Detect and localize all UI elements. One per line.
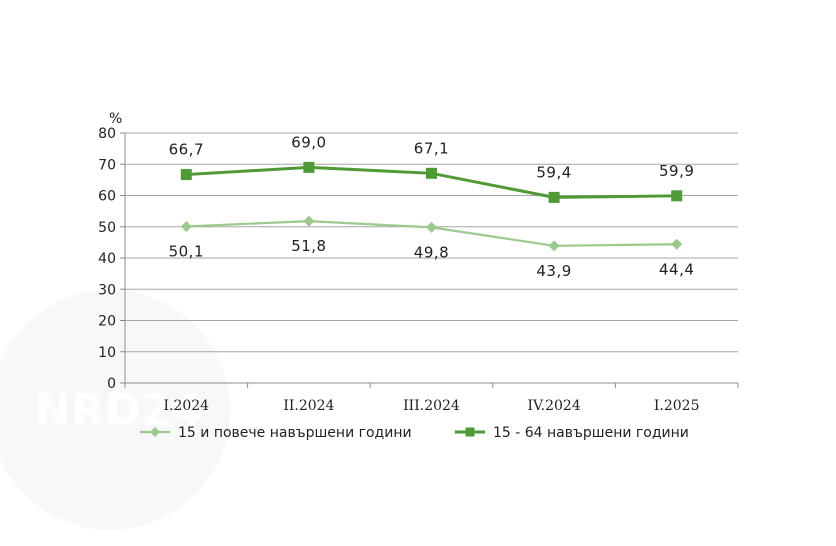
legend-label-1: 15 и повече навършени години xyxy=(178,425,412,441)
data-label: 59,4 xyxy=(536,163,571,181)
data-label: 59,9 xyxy=(659,162,694,180)
data-point-square xyxy=(303,161,315,173)
data-point-square xyxy=(180,169,192,181)
data-label: 50,1 xyxy=(169,242,204,260)
legend-marker-diamond xyxy=(150,427,160,437)
data-point-diamond xyxy=(303,215,315,227)
x-tick-label: III.2024 xyxy=(403,398,460,414)
y-tick-label: 0 xyxy=(107,376,116,392)
data-point-square xyxy=(426,167,437,179)
x-tick-label: II.2024 xyxy=(283,398,334,414)
legend-marker-square xyxy=(465,427,475,437)
y-tick-label: 80 xyxy=(98,126,116,142)
data-point-diamond xyxy=(548,240,560,252)
data-label: 51,8 xyxy=(291,237,326,255)
y-tick-label: 10 xyxy=(98,345,116,361)
data-point-diamond xyxy=(671,238,683,250)
data-point-diamond xyxy=(180,220,192,232)
legend-label-2: 15 - 64 навършени години xyxy=(493,425,689,441)
data-label: 44,4 xyxy=(659,260,694,278)
watermark-circle xyxy=(0,290,230,530)
data-label: 43,9 xyxy=(536,262,571,280)
y-tick-label: 70 xyxy=(98,157,116,173)
x-tick-label: I.2024 xyxy=(163,398,209,414)
data-point-square xyxy=(548,191,560,203)
data-label: 66,7 xyxy=(169,141,204,159)
y-unit-label: % xyxy=(109,111,122,127)
y-tick-label: 20 xyxy=(98,314,116,330)
data-point-diamond xyxy=(426,221,437,233)
x-tick-label: IV.2024 xyxy=(527,398,580,414)
data-point-square xyxy=(671,190,683,202)
x-tick-label: I.2025 xyxy=(654,398,700,414)
y-tick-label: 30 xyxy=(98,282,116,298)
data-label: 49,8 xyxy=(414,243,449,261)
y-tick-label: 60 xyxy=(98,189,116,205)
y-tick-label: 50 xyxy=(98,220,116,236)
data-label: 67,1 xyxy=(414,139,449,157)
watermark-text: NRD24 xyxy=(34,385,202,436)
y-tick-label: 40 xyxy=(98,251,116,267)
data-label: 69,0 xyxy=(291,133,326,151)
